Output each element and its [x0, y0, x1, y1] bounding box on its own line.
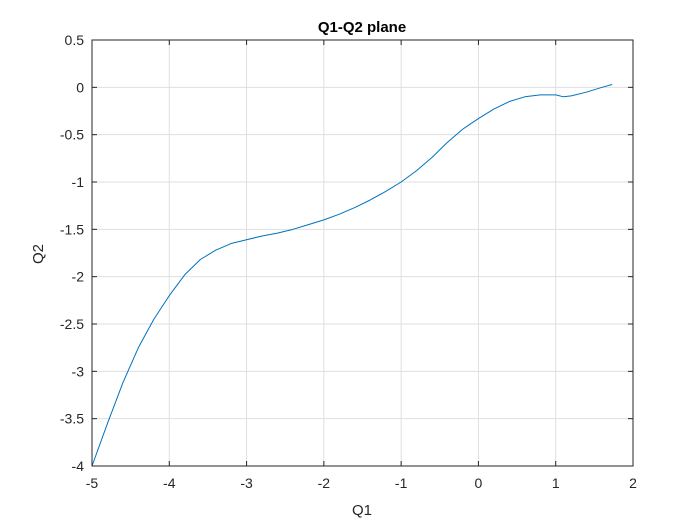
axes-border: [91, 39, 634, 467]
plot-area: [92, 40, 633, 466]
y-tick-label: -3.5: [60, 411, 84, 427]
y-tick-label: -0.5: [60, 127, 84, 143]
y-axis-label: Q2: [30, 244, 47, 264]
y-tick-label: -1.5: [60, 221, 84, 237]
y-tick-label: -2: [72, 269, 85, 285]
x-tick-label: -5: [86, 475, 99, 491]
y-tick-labels: -4 -3.5 -3 -2.5 -2 -1.5 -1 -0.5 0 0.5: [60, 32, 84, 474]
y-tick-label: 0: [76, 79, 84, 95]
x-tick-label: -3: [240, 475, 253, 491]
tick-marks: [91, 39, 634, 467]
y-tick-label: -2.5: [60, 316, 84, 332]
y-tick-label: 0.5: [65, 32, 85, 48]
x-tick-label: 1: [552, 475, 560, 491]
y-tick-label: -4: [72, 458, 85, 474]
x-tick-labels: -5 -4 -3 -2 -1 0 1 2: [86, 475, 637, 491]
series-line: [91, 84, 613, 467]
x-tick-label: -4: [163, 475, 176, 491]
plot-background: [92, 40, 633, 466]
axes-box: [91, 39, 634, 467]
x-tick-label: -2: [318, 475, 331, 491]
y-tick-label: -1: [72, 174, 85, 190]
chart-title: Q1-Q2 plane: [318, 19, 406, 36]
x-tick-label: -1: [395, 475, 408, 491]
x-tick-label: 2: [629, 475, 637, 491]
series-layer: [91, 84, 613, 467]
x-tick-label: 0: [475, 475, 483, 491]
y-tick-label: -3: [72, 363, 85, 379]
x-axis-label: Q1: [352, 502, 372, 519]
